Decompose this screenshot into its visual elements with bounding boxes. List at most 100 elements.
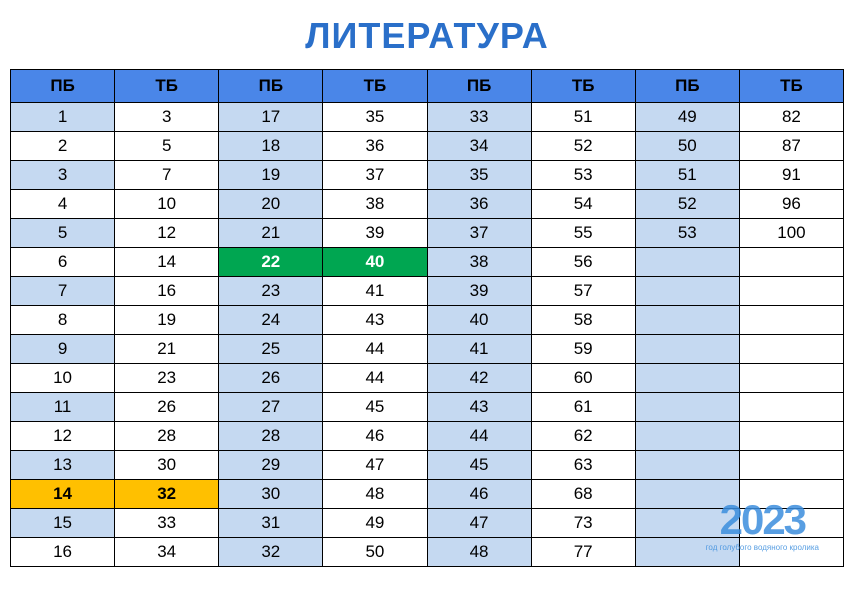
table-cell: 39 [427, 277, 531, 306]
table-cell: 43 [323, 306, 427, 335]
table-cell [739, 480, 843, 509]
table-cell: 27 [219, 393, 323, 422]
table-cell: 7 [115, 161, 219, 190]
table-cell: 43 [427, 393, 531, 422]
table-cell: 14 [11, 480, 115, 509]
table-cell [635, 248, 739, 277]
table-cell: 31 [219, 509, 323, 538]
table-cell: 46 [323, 422, 427, 451]
table-cell [739, 248, 843, 277]
table-cell: 18 [219, 132, 323, 161]
table-cell: 35 [323, 103, 427, 132]
table-cell: 5 [11, 219, 115, 248]
table-row: 122828464462 [11, 422, 844, 451]
table-row: 92125444159 [11, 335, 844, 364]
table-cell: 61 [531, 393, 635, 422]
table-cell: 5 [115, 132, 219, 161]
table-cell: 4 [11, 190, 115, 219]
table-cell: 39 [323, 219, 427, 248]
table-cell: 19 [115, 306, 219, 335]
table-cell: 13 [11, 451, 115, 480]
table-cell: 7 [11, 277, 115, 306]
table-cell [739, 451, 843, 480]
table-cell [635, 422, 739, 451]
table-cell [739, 335, 843, 364]
table-cell [739, 393, 843, 422]
table-cell: 50 [635, 132, 739, 161]
table-cell: 12 [11, 422, 115, 451]
table-cell: 36 [323, 132, 427, 161]
table-cell: 11 [11, 393, 115, 422]
table-row: 61422403856 [11, 248, 844, 277]
table-cell: 20 [219, 190, 323, 219]
table-cell: 48 [323, 480, 427, 509]
table-cell [635, 364, 739, 393]
table-cell [739, 306, 843, 335]
table-cell: 17 [219, 103, 323, 132]
table-row: 102326444260 [11, 364, 844, 393]
table-cell [635, 509, 739, 538]
table-cell: 9 [11, 335, 115, 364]
table-cell [739, 509, 843, 538]
table-row: 25183634525087 [11, 132, 844, 161]
table-cell: 58 [531, 306, 635, 335]
table-cell: 51 [635, 161, 739, 190]
table-cell: 10 [115, 190, 219, 219]
table-cell [635, 538, 739, 567]
column-header: ПБ [219, 70, 323, 103]
page-title: ЛИТЕРАТУРА [10, 15, 844, 57]
table-cell: 30 [115, 451, 219, 480]
table-row: 163432504877 [11, 538, 844, 567]
table-row: 112627454361 [11, 393, 844, 422]
table-cell: 35 [427, 161, 531, 190]
table-cell: 23 [219, 277, 323, 306]
table-cell: 91 [739, 161, 843, 190]
table-cell: 40 [323, 248, 427, 277]
table-row: 37193735535191 [11, 161, 844, 190]
table-cell [635, 277, 739, 306]
table-cell: 26 [219, 364, 323, 393]
table-cell: 38 [427, 248, 531, 277]
table-cell: 41 [323, 277, 427, 306]
table-cell: 29 [219, 451, 323, 480]
table-cell: 63 [531, 451, 635, 480]
table-cell [739, 277, 843, 306]
column-header: ТБ [531, 70, 635, 103]
table-cell: 10 [11, 364, 115, 393]
table-cell: 28 [219, 422, 323, 451]
table-row: 133029474563 [11, 451, 844, 480]
table-cell: 19 [219, 161, 323, 190]
table-cell [739, 364, 843, 393]
table-cell: 12 [115, 219, 219, 248]
table-cell: 3 [11, 161, 115, 190]
table-cell [635, 306, 739, 335]
table-row: 13173533514982 [11, 103, 844, 132]
table-cell: 40 [427, 306, 531, 335]
table-head: ПБТБПБТБПБТБПБТБ [11, 70, 844, 103]
table-cell: 44 [323, 335, 427, 364]
column-header: ПБ [11, 70, 115, 103]
table-cell: 52 [531, 132, 635, 161]
table-cell [635, 393, 739, 422]
table-cell: 46 [427, 480, 531, 509]
table-cell: 87 [739, 132, 843, 161]
table-cell: 100 [739, 219, 843, 248]
table-cell: 8 [11, 306, 115, 335]
table-cell: 77 [531, 538, 635, 567]
table-cell: 34 [115, 538, 219, 567]
table-cell: 38 [323, 190, 427, 219]
table-cell: 28 [115, 422, 219, 451]
table-cell: 25 [219, 335, 323, 364]
table-cell: 21 [115, 335, 219, 364]
column-header: ТБ [739, 70, 843, 103]
table-cell: 51 [531, 103, 635, 132]
table-row: 410203836545296 [11, 190, 844, 219]
table-cell: 47 [427, 509, 531, 538]
table-cell: 3 [115, 103, 219, 132]
table-cell: 47 [323, 451, 427, 480]
table-cell: 53 [635, 219, 739, 248]
table-cell: 68 [531, 480, 635, 509]
table-cell: 55 [531, 219, 635, 248]
table-cell: 44 [323, 364, 427, 393]
table-cell [635, 451, 739, 480]
